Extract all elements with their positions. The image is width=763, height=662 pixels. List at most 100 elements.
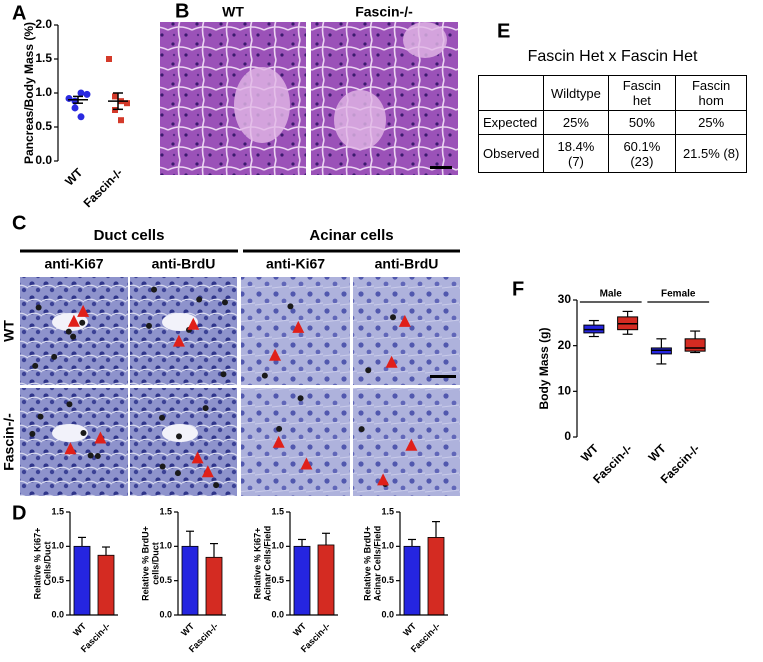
arrowhead [94,431,107,444]
stained-nucleus [196,296,203,303]
y-tick-label: 0.5 [35,119,52,133]
x-tick-label: WT [179,621,196,638]
arrowhead [187,317,200,330]
data-point [83,90,91,98]
stained-nucleus [151,286,158,293]
stained-nucleus [221,299,228,306]
y-tick-label: 1.0 [271,541,284,551]
stained-nucleus [174,470,181,477]
data-point [77,113,85,121]
y-tick-label: 0.0 [159,609,172,619]
panel-letter: C [12,212,26,234]
micrograph [20,388,128,496]
y-tick-label: 0.5 [159,575,172,585]
image-label: WT [222,4,244,20]
stained-nucleus [365,367,372,374]
column-label: anti-BrdU [375,256,439,272]
arrowhead [385,355,398,368]
table-row: Observed 18.4% (7) 60.1% (23) 21.5% (8) [477,134,747,173]
y-tick-label: 1.0 [159,541,172,551]
y-tick-label: 0 [564,429,571,443]
bar [73,545,91,616]
y-axis-label: Cells/Duct [42,541,52,585]
stained-nucleus [65,328,72,335]
y-tick-label: 0.0 [35,153,52,167]
micrograph [353,388,460,496]
arrowhead [398,314,411,327]
y-axis-label: cells/Duct [150,542,160,585]
data-point [112,93,118,100]
arrowhead [300,457,313,470]
islet [403,22,447,58]
bar [181,545,199,616]
stained-nucleus [70,333,77,340]
stained-nucleus [35,304,42,311]
micrograph [130,277,237,385]
y-axis-label: Relative % Ki67+ [252,528,262,600]
stained-nucleus [261,372,268,379]
he-images [160,22,458,175]
bar [403,545,421,616]
y-tick-label: 0.0 [51,609,64,619]
arrowhead [377,473,390,486]
y-tick-label: 1.5 [159,506,172,516]
corner-cell [477,75,545,111]
table-cell: Fascin het [607,75,677,111]
panel-letter: B [175,0,189,22]
duct-lumen [52,424,88,442]
image-label: Fascin-/- [355,4,413,20]
y-tick-label: 0.5 [381,575,394,585]
stained-nucleus [29,430,36,437]
table-cell: Wildtype [543,75,609,111]
y-tick-label: 1.5 [51,506,64,516]
arrowhead [64,442,77,455]
y-axis-label: Relative % Ki67+ [32,528,42,600]
bar [293,545,311,616]
stained-nucleus [176,433,183,440]
data-point [65,94,73,102]
arrowhead [272,435,285,448]
group-label: Male [600,289,623,300]
scale-bar [430,375,456,378]
x-tick-label: WT [71,621,88,638]
stained-nucleus [37,413,44,420]
y-tick-label: 20 [558,338,572,352]
micrograph [130,388,237,496]
micrograph [353,277,460,385]
y-tick-label: 10 [558,384,572,398]
x-tick-label: WT [646,441,670,465]
stained-nucleus [159,463,166,470]
stained-nucleus [287,303,294,310]
genotype-table: Wildtype Fascin het Fascin hom Expected 25%… [477,75,747,173]
stained-nucleus [51,353,58,360]
arrowhead [67,314,80,327]
stained-nucleus [87,452,94,459]
bar [97,554,115,616]
duct-lumen [162,424,198,442]
y-tick-label: 0.5 [271,575,284,585]
row-label: WT [1,320,17,342]
y-axis-label: Relative % BrdU+ [362,526,372,601]
table-cell: 25% [675,110,747,135]
y-tick-label: 0.5 [51,575,64,585]
column-label: anti-Ki67 [44,256,103,272]
data-point [77,89,85,97]
group-label: Duct cells [94,227,165,244]
table-cell: 18.4% (7) [543,134,609,173]
panel-letter: D [12,502,26,524]
table-cell: 25% [543,110,609,135]
arrowhead [269,348,282,361]
y-axis-label: Body Mass (g) [537,327,551,409]
arrowhead [191,451,204,464]
islet [334,90,386,150]
panel-letter: F [512,278,524,300]
group-label: Acinar cells [309,227,393,244]
column-label: anti-BrdU [152,256,216,272]
box [684,338,706,352]
table-cell: 21.5% (8) [675,134,747,173]
stained-nucleus [32,362,39,369]
bar [317,544,335,616]
row-label: Fascin-/- [1,413,17,471]
y-tick-label: 30 [558,292,572,306]
